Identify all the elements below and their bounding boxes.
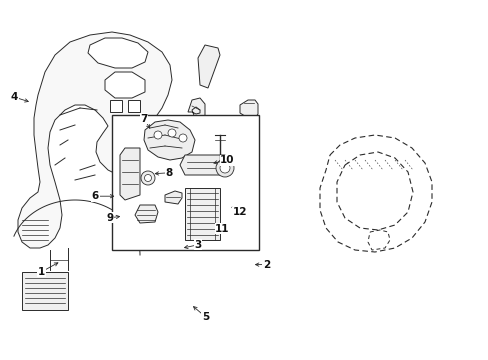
- Polygon shape: [180, 155, 229, 175]
- Polygon shape: [128, 100, 140, 112]
- Text: 5: 5: [202, 312, 208, 322]
- Text: 12: 12: [232, 207, 246, 217]
- Polygon shape: [143, 120, 195, 160]
- Polygon shape: [120, 148, 140, 200]
- Polygon shape: [184, 188, 220, 240]
- Text: 9: 9: [106, 213, 113, 223]
- Text: 6: 6: [92, 191, 99, 201]
- Circle shape: [216, 159, 234, 177]
- Circle shape: [144, 175, 151, 181]
- Text: 8: 8: [165, 168, 172, 178]
- Polygon shape: [135, 205, 158, 223]
- Circle shape: [154, 131, 162, 139]
- Circle shape: [168, 129, 176, 137]
- Polygon shape: [164, 191, 182, 204]
- Text: 3: 3: [194, 240, 201, 250]
- Text: 2: 2: [263, 260, 269, 270]
- Text: 10: 10: [220, 155, 234, 165]
- Polygon shape: [105, 72, 145, 98]
- Polygon shape: [187, 98, 204, 120]
- Polygon shape: [22, 272, 68, 310]
- Circle shape: [179, 134, 186, 142]
- Bar: [112, 115, 259, 250]
- Text: 4: 4: [11, 92, 19, 102]
- Circle shape: [220, 163, 229, 173]
- Polygon shape: [240, 100, 258, 118]
- Text: 1: 1: [38, 267, 45, 277]
- Polygon shape: [110, 100, 122, 112]
- Polygon shape: [18, 32, 172, 248]
- Polygon shape: [198, 45, 220, 88]
- Text: 7: 7: [140, 114, 148, 124]
- Text: 11: 11: [215, 224, 229, 234]
- Polygon shape: [88, 38, 148, 68]
- Circle shape: [141, 171, 155, 185]
